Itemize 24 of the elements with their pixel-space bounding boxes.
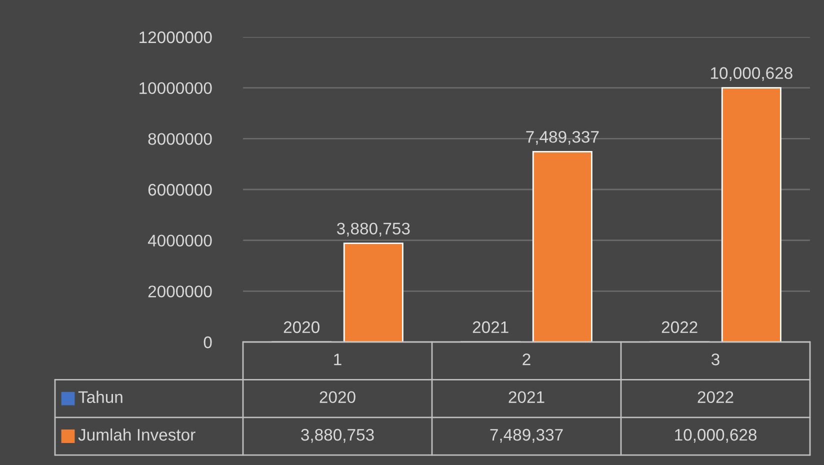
text: 2020 [284,321,320,334]
data-label: 7,489,337 [490,428,563,443]
data-label: 2020 [320,391,356,404]
y-tick-label: 10000000 [140,82,212,94]
y-tick-label: 6000000 [148,184,212,196]
legend-label: Jumlah Investor [78,428,196,441]
y-tick-label: 8000000 [148,133,212,145]
data-label: 2021 [508,391,544,404]
x-tick-label: 2 [522,354,530,366]
y-tick-label: 4000000 [148,234,212,247]
text: 2021 [472,321,508,334]
text: 3,880,753 [336,222,410,236]
legend-label: Tahun [78,390,122,404]
y-tick-label: 12000000 [140,31,212,44]
x-tick-label: 3 [712,354,720,366]
text: 10,000,628 [710,67,792,81]
data-label: 3,880,753 [301,428,374,443]
y-tick-label: 2000000 [148,286,212,298]
data-label: 2022 [698,391,734,404]
data-label: 10,000,628 [675,428,756,443]
text: 2022 [662,321,698,334]
x-tick-label: 1 [334,354,342,366]
text: 7,489,337 [526,130,599,145]
y-tick-label: 0 [204,336,212,348]
